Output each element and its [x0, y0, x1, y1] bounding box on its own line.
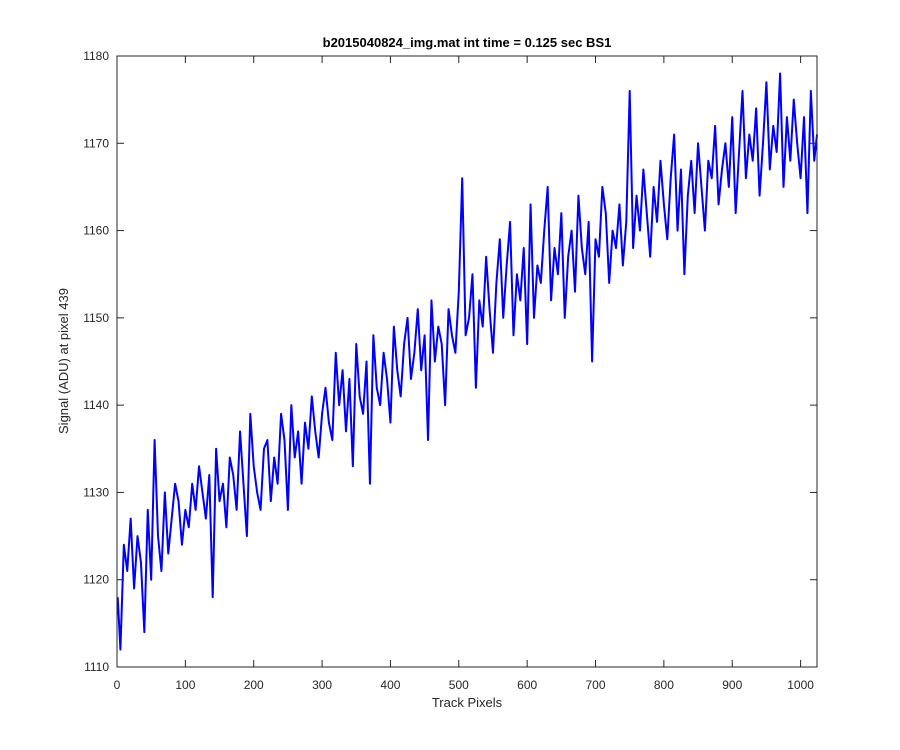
y-axis: 1110 1120 1130 1140 1150 1160 1170 1180	[83, 49, 817, 674]
axes-box	[116, 55, 818, 668]
x-tick-label: 100	[175, 678, 195, 692]
x-tick-label: 0	[114, 678, 121, 692]
series-layer	[116, 72, 818, 651]
plot-area	[117, 56, 817, 667]
x-tick-label: 600	[517, 678, 537, 692]
y-tick-label: 1180	[83, 49, 109, 63]
y-axis-title: Signal (ADU) at pixel 439	[56, 288, 71, 434]
y-tick-label: 1130	[83, 485, 109, 499]
x-tick-label: 400	[380, 678, 400, 692]
x-tick-label: 700	[586, 678, 606, 692]
x-tick-label: 800	[654, 678, 674, 692]
x-tick-label: 900	[722, 678, 742, 692]
y-tick-label: 1170	[83, 136, 109, 150]
x-axis-title: Track Pixels	[432, 695, 503, 710]
x-tick-label: 200	[244, 678, 264, 692]
x-axis: 0 100 200 300 400 500 600 700 800 900 1000	[114, 56, 814, 692]
x-tick-label: 500	[449, 678, 469, 692]
chart-title: b2015040824_img.mat int time = 0.125 sec…	[323, 35, 612, 50]
y-tick-label: 1110	[84, 660, 109, 674]
y-tick-label: 1120	[83, 573, 109, 587]
x-tick-label: 300	[312, 678, 332, 692]
y-tick-label: 1140	[83, 398, 109, 412]
series-line-0	[116, 72, 818, 651]
y-tick-label: 1160	[83, 224, 109, 238]
y-tick-label: 1150	[83, 311, 109, 325]
x-tick-label: 1000	[787, 678, 814, 692]
